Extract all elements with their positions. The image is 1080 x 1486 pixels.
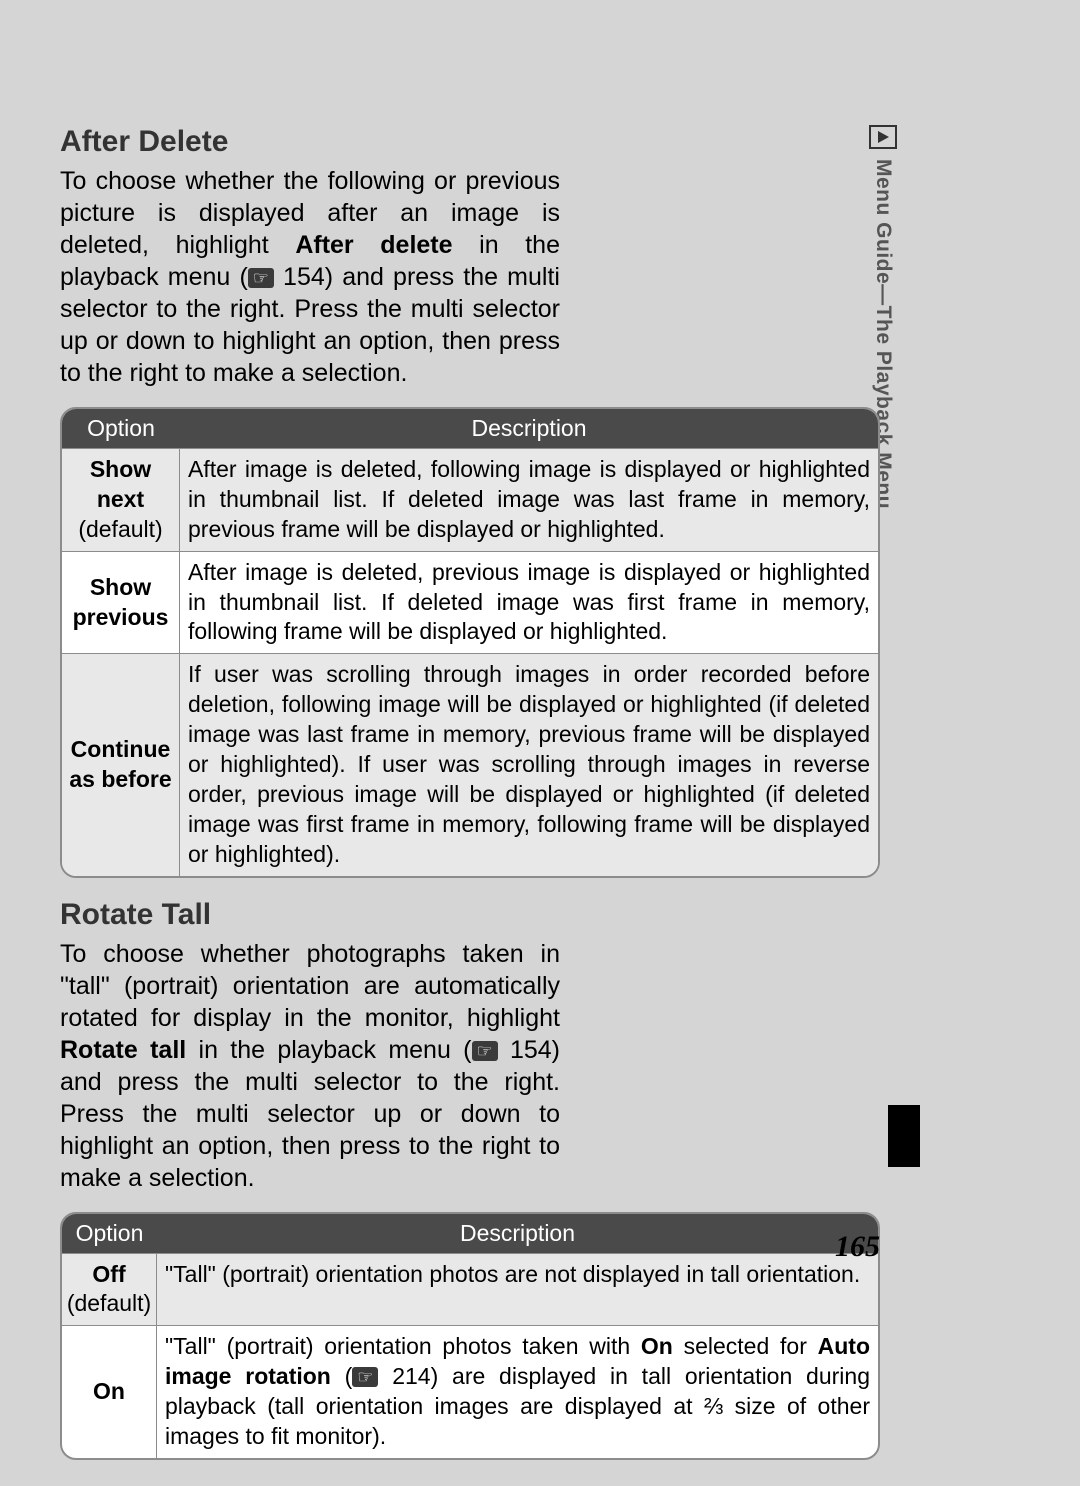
text: (: [331, 1363, 352, 1389]
after-delete-options-table: Option Description Show next (default) A…: [60, 407, 880, 878]
table-header: Option Description: [62, 409, 878, 448]
description-cell: "Tall" (portrait) orientation photos tak…: [157, 1326, 878, 1458]
column-header-description: Description: [180, 409, 878, 448]
column-header-option: Option: [62, 409, 180, 448]
section-paragraph-after-delete: To choose whether the following or previ…: [60, 165, 560, 389]
page-content: After Delete To choose whether the follo…: [60, 125, 880, 1480]
description-cell: If user was scrolling through images in …: [180, 654, 878, 875]
section-heading-rotate-tall: Rotate Tall: [60, 898, 880, 932]
description-cell: "Tall" (portrait) orientation photos are…: [157, 1254, 878, 1326]
option-default: (default): [67, 1289, 151, 1319]
page-reference-icon: ☞: [472, 1041, 498, 1061]
bold-text: On: [641, 1333, 673, 1359]
section-heading-after-delete: After Delete: [60, 125, 880, 159]
description-cell: After image is deleted, previous image i…: [180, 552, 878, 654]
page-number: 165: [835, 1230, 880, 1264]
option-name: On: [93, 1377, 125, 1407]
option-name: Show previous: [66, 573, 175, 633]
table-row: Continue as before If user was scrolling…: [62, 653, 878, 875]
page-reference-icon: ☞: [248, 268, 274, 288]
column-header-description: Description: [157, 1214, 878, 1253]
column-header-option: Option: [62, 1214, 157, 1253]
bold-text: After delete: [295, 231, 452, 259]
table-row: On "Tall" (portrait) orientation photos …: [62, 1325, 878, 1458]
rotate-tall-options-table: Option Description Off (default) "Tall" …: [60, 1212, 880, 1460]
option-cell: Show next (default): [62, 449, 180, 551]
option-default: (default): [78, 515, 162, 545]
thumb-tab: [888, 1105, 920, 1167]
page-reference: 214: [392, 1363, 430, 1389]
option-cell: On: [62, 1326, 157, 1458]
table-row: Off (default) "Tall" (portrait) orientat…: [62, 1253, 878, 1326]
text: To choose whether photographs taken in "…: [60, 940, 560, 1032]
option-cell: Show previous: [62, 552, 180, 654]
table-header: Option Description: [62, 1214, 878, 1253]
page-reference: 154: [283, 263, 325, 291]
bold-text: Rotate tall: [60, 1036, 186, 1064]
text: in the playback menu (: [186, 1036, 471, 1064]
description-cell: After image is deleted, following image …: [180, 449, 878, 551]
page-reference-icon: ☞: [352, 1367, 378, 1387]
option-name: Continue as before: [66, 735, 175, 795]
page-reference: 154: [510, 1036, 552, 1064]
option-name: Show next: [66, 455, 175, 515]
table-row: Show previous After image is deleted, pr…: [62, 551, 878, 654]
section-paragraph-rotate-tall: To choose whether photographs taken in "…: [60, 938, 560, 1194]
option-cell: Continue as before: [62, 654, 180, 875]
text: "Tall" (portrait) orientation photos tak…: [165, 1333, 641, 1359]
table-row: Show next (default) After image is delet…: [62, 448, 878, 551]
option-cell: Off (default): [62, 1254, 157, 1326]
text: selected for: [673, 1333, 818, 1359]
option-name: Off: [92, 1260, 125, 1290]
